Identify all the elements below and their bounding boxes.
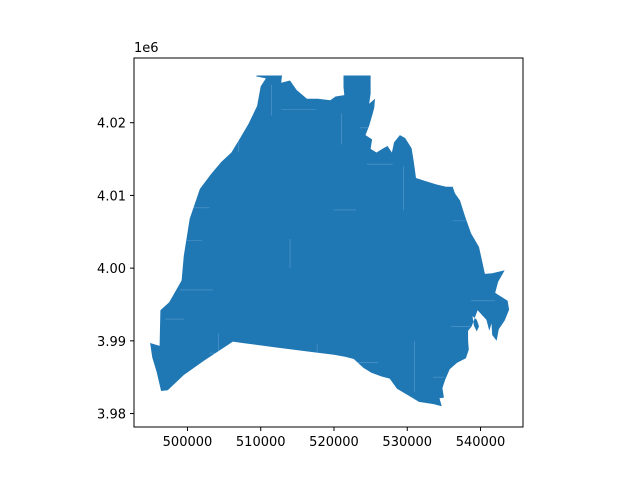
y-tick-label: 4.00 — [97, 262, 126, 277]
x-tick-label: 510000 — [236, 435, 286, 450]
x-tick-label: 540000 — [456, 435, 506, 450]
y-tick-label: 3.99 — [97, 335, 126, 350]
x-axis: 500000 510000 520000 530000 540000 — [163, 427, 506, 450]
y-axis: 3.98 3.99 4.00 4.01 4.02 — [97, 117, 134, 423]
y-axis-offset-label: 1e6 — [134, 41, 159, 56]
y-tick-label: 4.02 — [97, 117, 126, 132]
county-polygon — [150, 75, 510, 407]
x-tick-label: 530000 — [382, 435, 432, 450]
x-tick-label: 520000 — [309, 435, 359, 450]
x-tick-label: 500000 — [163, 435, 213, 450]
axes-frame — [133, 57, 524, 428]
map-region — [150, 75, 510, 407]
y-tick-label: 3.98 — [97, 408, 126, 423]
y-tick-label: 4.01 — [97, 189, 126, 204]
